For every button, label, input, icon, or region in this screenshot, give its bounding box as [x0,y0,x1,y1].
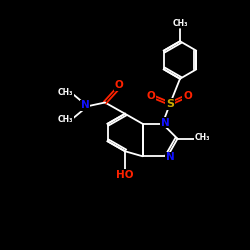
Text: N: N [166,152,175,162]
Text: S: S [166,99,174,109]
Text: O: O [183,91,192,101]
Text: O: O [147,91,156,101]
Text: O: O [114,80,123,90]
Text: CH₃: CH₃ [172,19,188,28]
Text: N: N [161,118,170,128]
Text: CH₃: CH₃ [58,116,73,124]
Text: N: N [80,100,90,110]
Text: HO: HO [116,170,134,179]
Text: CH₃: CH₃ [195,133,210,142]
Text: CH₃: CH₃ [58,88,73,97]
